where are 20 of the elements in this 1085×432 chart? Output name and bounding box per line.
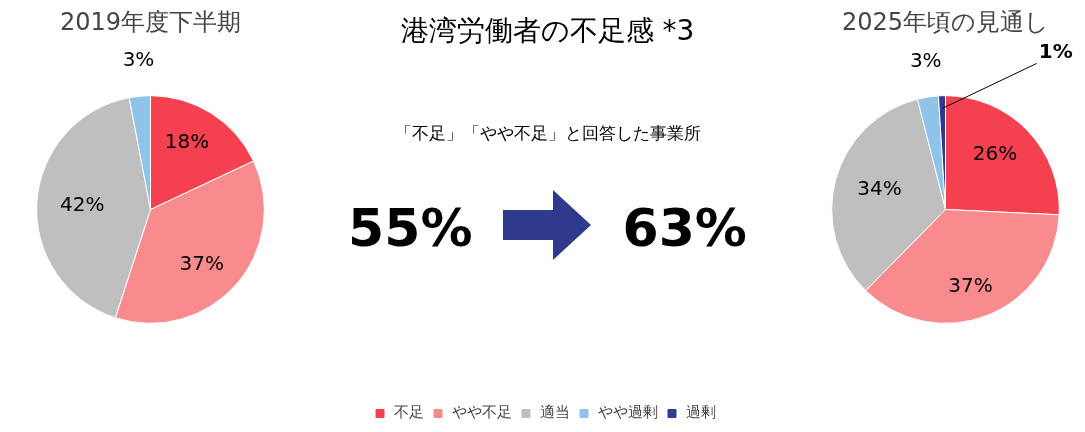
data-label: 37%	[948, 273, 993, 298]
text: 55%	[348, 196, 473, 260]
legend-label: やや過剰	[598, 403, 658, 422]
data-label: 1%	[1038, 39, 1073, 64]
text: 「不足」「やや不足」と回答した事業所	[393, 122, 702, 145]
data-label: 37%	[179, 251, 224, 276]
data-label: 34%	[857, 176, 902, 201]
data-label: 26%	[972, 141, 1018, 166]
legend-label: 過剰	[686, 403, 716, 422]
data-label: 18%	[164, 129, 210, 154]
legend-label: 適当	[540, 403, 570, 422]
legend-label: 不足	[394, 403, 424, 422]
text: 63%	[622, 196, 747, 260]
legend-label: やや不足	[452, 403, 512, 422]
chart-title: 2019年度下半期	[59, 7, 242, 36]
chart-title: 2025年頃の見通し	[841, 7, 1050, 36]
data-label: 42%	[60, 192, 105, 217]
data-label: 3%	[909, 47, 942, 72]
text: 港湾労働者の不足感 *3	[399, 13, 696, 49]
data-label: 3%	[122, 46, 155, 71]
